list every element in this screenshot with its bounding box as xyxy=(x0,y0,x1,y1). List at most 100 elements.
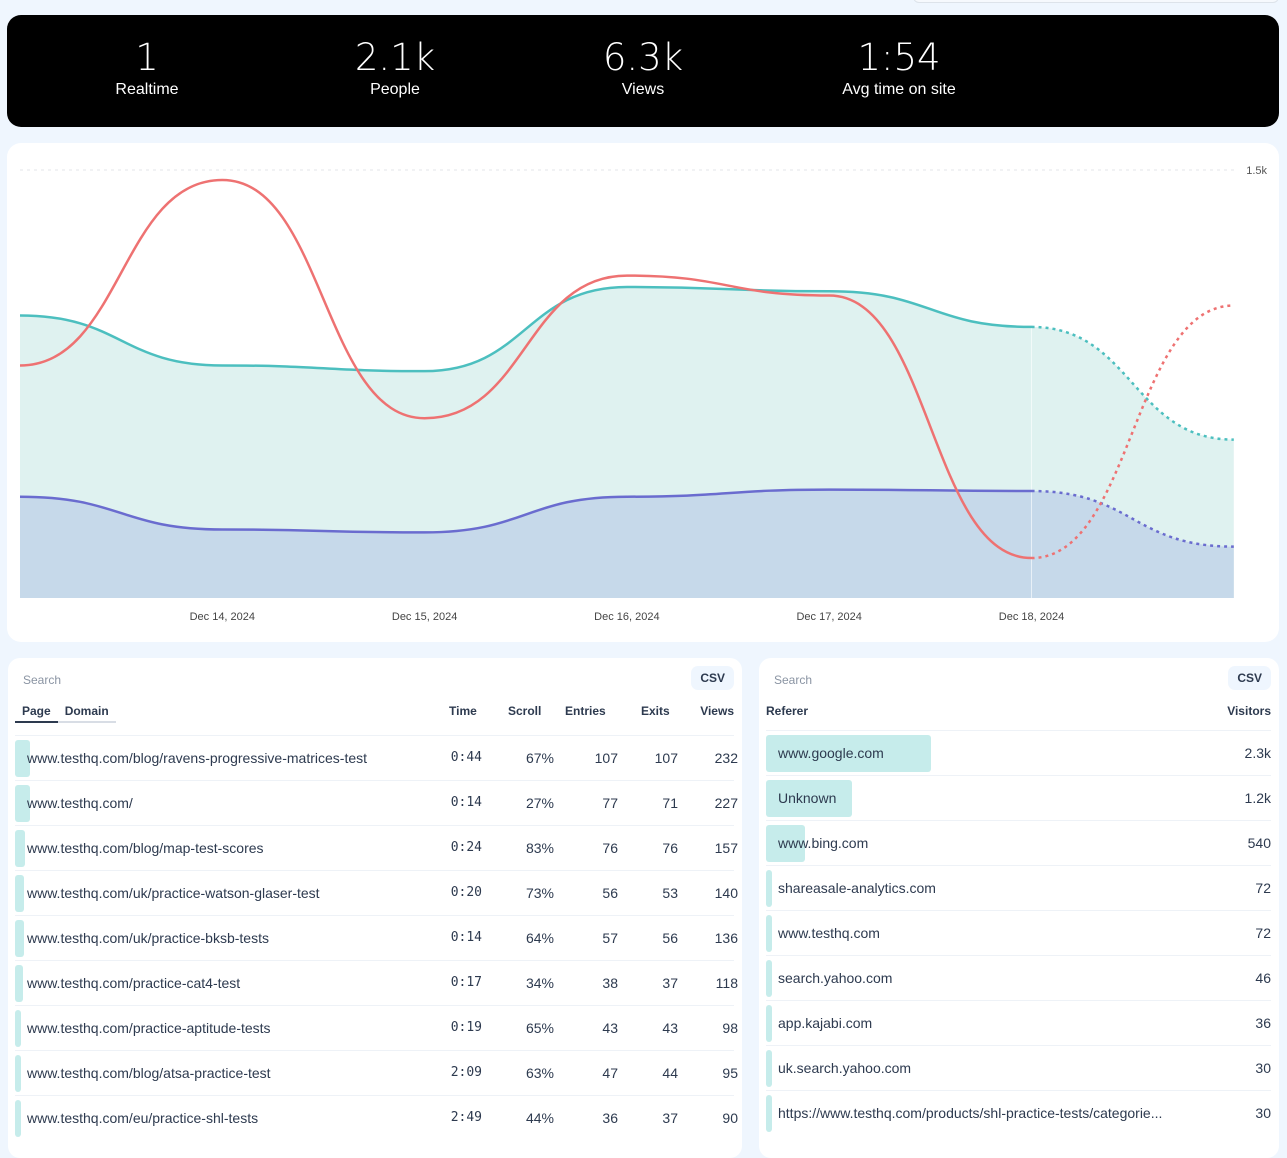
referrer-name[interactable]: www.google.com xyxy=(778,745,884,761)
entries-value: 36 xyxy=(602,1110,618,1126)
time-value: 0:17 xyxy=(450,975,482,990)
referrer-row[interactable]: uk.search.yahoo.com 30 xyxy=(766,1045,1271,1090)
views-bar xyxy=(15,1100,21,1137)
views-bar xyxy=(15,740,30,777)
page-path[interactable]: www.testhq.com/blog/map-test-scores xyxy=(27,840,264,856)
referrers-panel: Search CSV Referer Visitors www.google.c… xyxy=(759,658,1279,1158)
pages-search-input[interactable]: Search xyxy=(23,673,62,687)
page-row[interactable]: www.testhq.com/blog/ravens-progressive-m… xyxy=(15,735,738,780)
col-views[interactable]: Views xyxy=(700,704,734,718)
views-value: 227 xyxy=(714,795,738,811)
scroll-value: 34% xyxy=(525,975,554,991)
visitors-value: 30 xyxy=(1255,1060,1271,1076)
exits-value: 56 xyxy=(662,930,678,946)
time-value: 2:09 xyxy=(450,1065,482,1080)
referrer-row[interactable]: shareasale-analytics.com 72 xyxy=(766,865,1271,910)
col-time[interactable]: Time xyxy=(449,704,477,718)
traffic-chart[interactable]: 1.5k Dec 14, 2024 Dec 15, 2024 Dec 16, 2024… xyxy=(7,143,1279,642)
referrer-name[interactable]: https://www.testhq.com/products/shl-prac… xyxy=(778,1105,1163,1121)
page-row[interactable]: www.testhq.com/eu/practice-shl-tests 2:49… xyxy=(15,1095,738,1140)
pages-csv-button[interactable]: CSV xyxy=(691,666,734,690)
visitors-bar xyxy=(766,1050,772,1087)
views-bar xyxy=(15,1055,22,1092)
stat-views[interactable]: 6.3k Views xyxy=(543,37,743,99)
scroll-value: 63% xyxy=(525,1065,554,1081)
stat-value: 1 xyxy=(135,36,159,79)
stat-label: People xyxy=(370,81,420,98)
page-path[interactable]: www.testhq.com/ xyxy=(27,795,133,811)
page-row[interactable]: www.testhq.com/practice-aptitude-tests 0:… xyxy=(15,1005,738,1050)
stat-value: 1:54 xyxy=(857,36,941,79)
page-path[interactable]: www.testhq.com/eu/practice-shl-tests xyxy=(27,1110,259,1126)
exits-value: 43 xyxy=(662,1020,678,1036)
visitors-bar xyxy=(766,780,853,817)
visitors-value: 2.3k xyxy=(1244,745,1271,761)
referrer-row[interactable]: www.google.com 2.3k xyxy=(766,730,1271,775)
stat-avg-time[interactable]: 1:54 Avg time on site xyxy=(799,37,999,99)
time-value: 0:20 xyxy=(450,885,482,900)
referrer-name[interactable]: Unknown xyxy=(778,790,837,806)
views-bar xyxy=(15,965,23,1002)
page-row[interactable]: www.testhq.com/blog/map-test-scores 0:24 8… xyxy=(15,825,738,870)
views-bar xyxy=(15,920,24,957)
views-value: 136 xyxy=(714,930,738,946)
col-referer[interactable]: Referer xyxy=(766,704,809,718)
referrer-row[interactable]: www.testhq.com 72 xyxy=(766,910,1271,955)
page-path[interactable]: www.testhq.com/practice-aptitude-tests xyxy=(27,1020,271,1036)
referrer-name[interactable]: uk.search.yahoo.com xyxy=(778,1060,912,1076)
stat-realtime[interactable]: 1 Realtime xyxy=(47,37,247,99)
page-row[interactable]: www.testhq.com/uk/practice-watson-glaser… xyxy=(15,870,738,915)
series-line-partial-1 xyxy=(1031,489,1234,548)
page-path[interactable]: www.testhq.com/blog/ravens-progressive-m… xyxy=(27,750,368,766)
views-value: 232 xyxy=(714,750,738,766)
visitors-value: 72 xyxy=(1255,925,1271,941)
tab-page[interactable]: Page xyxy=(15,704,58,723)
entries-value: 76 xyxy=(602,840,618,856)
pages-tabs: Page Domain xyxy=(15,704,116,723)
referrers-csv-button[interactable]: CSV xyxy=(1228,666,1271,690)
referrer-name[interactable]: www.bing.com xyxy=(778,835,869,851)
entries-value: 56 xyxy=(602,885,618,901)
entries-value: 57 xyxy=(602,930,618,946)
col-exits[interactable]: Exits xyxy=(641,704,670,718)
referrer-name[interactable]: app.kajabi.com xyxy=(778,1015,873,1031)
referrer-row[interactable]: www.bing.com 540 xyxy=(766,820,1271,865)
col-entries[interactable]: Entries xyxy=(565,704,606,718)
referrer-row[interactable]: search.yahoo.com 46 xyxy=(766,955,1271,1000)
scroll-value: 65% xyxy=(525,1020,554,1036)
scroll-value: 83% xyxy=(525,840,554,856)
page-row[interactable]: www.testhq.com/0:14 27% 77 71 227 xyxy=(15,780,738,825)
top-search-input[interactable] xyxy=(913,0,1279,3)
visitors-bar xyxy=(766,825,805,862)
page-path[interactable]: www.testhq.com/practice-cat4-test xyxy=(27,975,241,991)
referrer-name[interactable]: shareasale-analytics.com xyxy=(778,880,936,896)
views-value: 140 xyxy=(714,885,738,901)
visitors-bar xyxy=(766,1095,772,1132)
visitors-value: 46 xyxy=(1255,970,1271,986)
exits-value: 44 xyxy=(662,1065,678,1081)
stat-label: Avg time on site xyxy=(842,81,956,98)
page-path[interactable]: www.testhq.com/uk/practice-watson-glaser… xyxy=(27,885,320,901)
series-line-partial-2 xyxy=(1031,304,1234,560)
page-path[interactable]: www.testhq.com/uk/practice-bksb-tests xyxy=(27,930,269,946)
page-path[interactable]: www.testhq.com/blog/atsa-practice-test xyxy=(27,1065,271,1081)
referrer-name[interactable]: www.testhq.com xyxy=(778,925,880,941)
tab-domain[interactable]: Domain xyxy=(57,704,116,723)
page-row[interactable]: www.testhq.com/blog/atsa-practice-test 2:… xyxy=(15,1050,738,1095)
referrer-row[interactable]: app.kajabi.com 36 xyxy=(766,1000,1271,1045)
col-scroll[interactable]: Scroll xyxy=(508,704,542,718)
visitors-value: 540 xyxy=(1247,835,1271,851)
x-tick-label: Dec 14, 2024 xyxy=(190,611,255,623)
referrer-row[interactable]: Unknown 1.2k xyxy=(766,775,1271,820)
referrers-search-input[interactable]: Search xyxy=(774,673,813,687)
col-visitors[interactable]: Visitors xyxy=(1227,704,1271,718)
scroll-value: 44% xyxy=(525,1110,554,1126)
stat-people[interactable]: 2.1k People xyxy=(295,37,495,99)
page-row[interactable]: www.testhq.com/uk/practice-bksb-tests 0:1… xyxy=(15,915,738,960)
page-row[interactable]: www.testhq.com/practice-cat4-test 0:17 34%… xyxy=(15,960,738,1005)
stat-value: 2.1k xyxy=(354,36,436,79)
referrer-name[interactable]: search.yahoo.com xyxy=(778,970,893,986)
visitors-bar xyxy=(766,915,772,952)
referrer-row[interactable]: https://www.testhq.com/products/shl-prac… xyxy=(766,1090,1271,1135)
visitors-bar xyxy=(766,870,772,907)
